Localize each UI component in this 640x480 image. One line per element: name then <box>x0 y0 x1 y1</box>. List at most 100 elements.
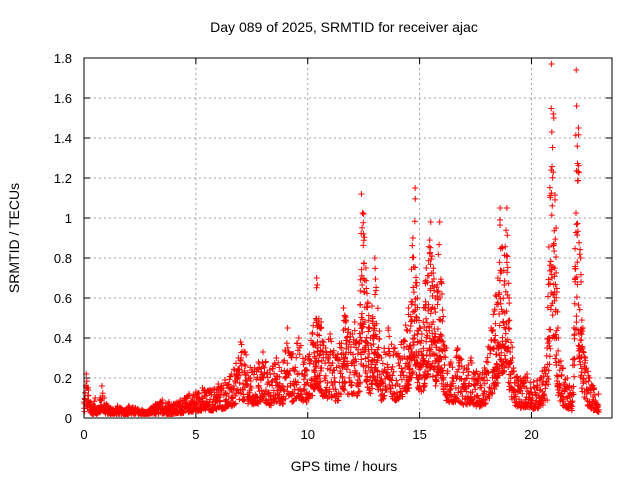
data-point <box>548 61 555 67</box>
data-point <box>468 355 475 361</box>
data-point <box>496 259 503 266</box>
data-point <box>358 310 365 317</box>
data-point <box>98 383 105 389</box>
data-point <box>578 385 585 392</box>
data-point <box>554 324 561 331</box>
data-point <box>548 128 555 135</box>
data-point <box>548 212 555 219</box>
data-point <box>289 398 296 405</box>
data-point <box>553 253 560 260</box>
data-point <box>549 174 556 181</box>
data-point <box>413 274 420 281</box>
data-point <box>259 349 266 355</box>
data-point <box>546 353 553 360</box>
x-tick-label: 20 <box>524 427 538 442</box>
data-point <box>577 358 584 365</box>
data-point <box>356 372 363 379</box>
data-point <box>306 360 313 367</box>
data-points <box>81 61 602 417</box>
data-point <box>547 280 554 287</box>
data-point <box>490 311 497 318</box>
data-point <box>497 205 504 211</box>
data-point <box>371 255 378 261</box>
data-point <box>284 325 291 331</box>
data-point <box>360 211 367 217</box>
data-point <box>595 391 602 397</box>
data-point <box>552 236 559 243</box>
data-point <box>493 351 500 358</box>
data-point <box>411 332 418 339</box>
data-point <box>242 362 249 369</box>
data-point <box>436 219 443 225</box>
data-point <box>411 218 418 225</box>
y-tick-label: 0.4 <box>54 331 72 346</box>
data-point <box>358 272 365 279</box>
data-point <box>576 239 583 246</box>
data-point <box>465 372 472 379</box>
data-point <box>436 241 443 248</box>
y-tick-label: 0.2 <box>54 371 72 386</box>
data-point <box>434 301 441 308</box>
data-point <box>573 102 580 109</box>
y-tick-label: 1.4 <box>54 131 72 146</box>
data-point <box>240 397 247 404</box>
data-point <box>317 347 324 354</box>
data-point <box>374 305 381 312</box>
data-point <box>590 386 597 393</box>
data-point <box>576 306 583 313</box>
data-point <box>573 67 580 73</box>
data-point <box>435 251 442 258</box>
y-tick-label: 0 <box>65 411 72 426</box>
y-axis-label: SRMTID / TECUs <box>6 183 22 293</box>
y-tick-label: 1.8 <box>54 51 72 66</box>
x-tick-label: 10 <box>300 427 314 442</box>
data-point <box>357 334 364 341</box>
data-point <box>571 373 578 380</box>
data-point <box>423 315 430 322</box>
data-point <box>379 360 386 367</box>
data-point <box>381 392 388 399</box>
data-point <box>550 115 557 121</box>
data-point <box>571 332 578 339</box>
data-point <box>261 364 268 371</box>
data-point <box>412 185 419 191</box>
x-tick-label: 0 <box>80 427 87 442</box>
data-point <box>360 242 367 249</box>
data-point <box>581 353 588 360</box>
data-point <box>572 210 579 217</box>
data-point <box>472 386 479 393</box>
data-point <box>553 372 560 379</box>
data-point <box>440 313 447 320</box>
data-point <box>571 300 578 307</box>
data-point <box>506 317 513 324</box>
data-point <box>283 340 290 347</box>
data-point <box>361 234 368 241</box>
data-point <box>549 312 556 319</box>
data-point <box>575 302 582 309</box>
data-point <box>371 291 378 298</box>
data-point <box>575 125 582 131</box>
data-point <box>574 143 581 150</box>
chart-title: Day 089 of 2025, SRMTID for receiver aja… <box>210 19 478 35</box>
data-point <box>340 305 347 311</box>
data-point <box>432 382 439 389</box>
data-point <box>409 235 416 241</box>
data-point <box>573 313 580 320</box>
data-point <box>575 131 582 138</box>
data-point <box>577 246 584 253</box>
data-point <box>411 308 418 315</box>
y-tick-label: 1 <box>65 211 72 226</box>
data-point <box>384 361 391 368</box>
data-point <box>575 168 582 175</box>
x-tick-label: 5 <box>192 427 199 442</box>
data-point <box>91 398 98 405</box>
data-point <box>572 245 579 252</box>
data-point <box>376 328 383 335</box>
data-point <box>313 284 320 291</box>
data-point <box>438 279 445 286</box>
data-point <box>351 319 358 325</box>
data-point <box>503 227 510 234</box>
data-point <box>504 253 511 260</box>
data-point <box>391 345 398 351</box>
